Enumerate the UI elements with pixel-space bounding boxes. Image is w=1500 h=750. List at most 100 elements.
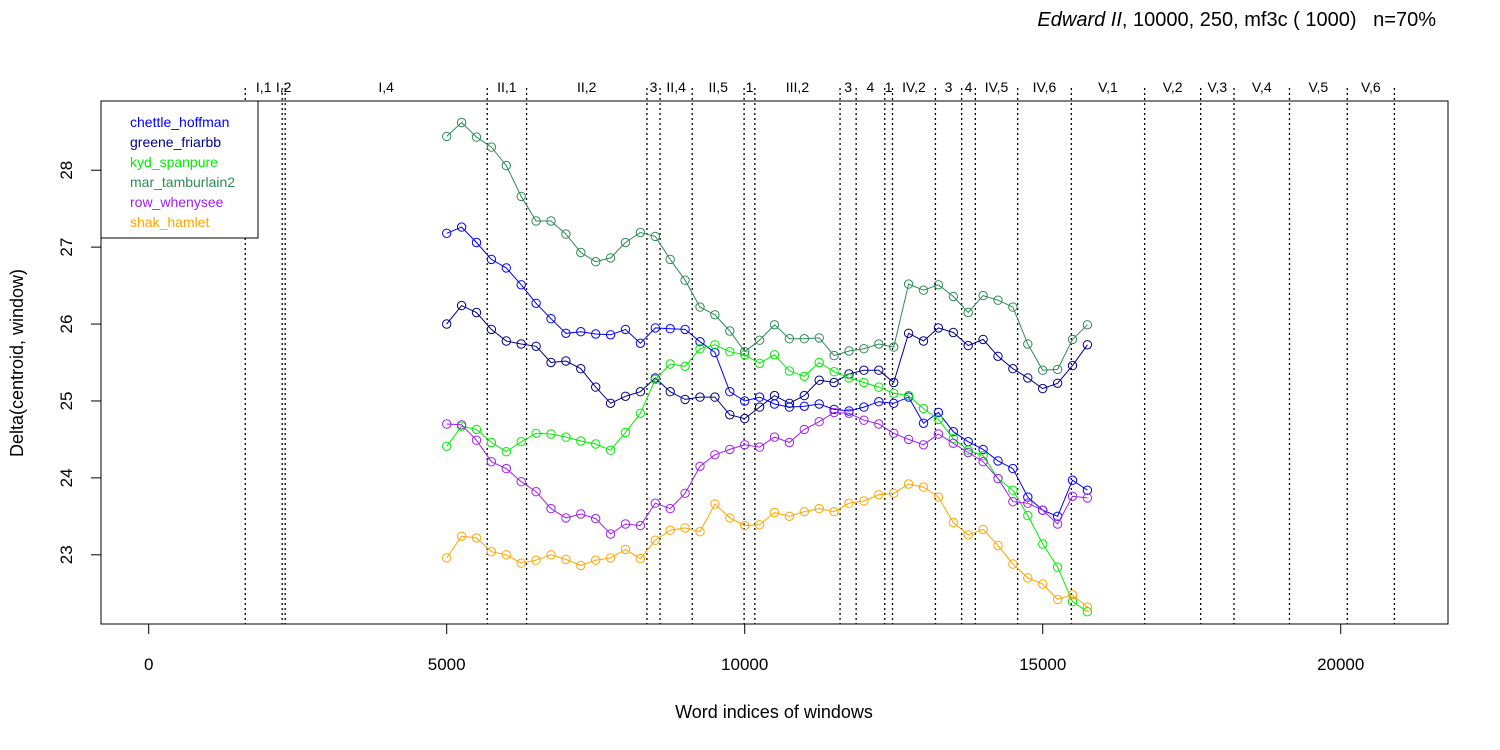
legend-entry: chettle_hoffman — [130, 114, 229, 130]
data-point — [486, 254, 497, 265]
data-point — [814, 503, 824, 514]
data-point — [963, 307, 973, 318]
data-point — [486, 437, 497, 448]
data-point — [635, 408, 646, 418]
y-tick-label: 24 — [57, 468, 76, 487]
data-point — [933, 323, 944, 333]
data-point — [933, 414, 944, 425]
data-point — [695, 337, 705, 347]
data-point — [620, 391, 631, 401]
data-point — [635, 520, 646, 531]
data-point — [814, 333, 824, 343]
data-point — [859, 365, 869, 375]
data-point — [889, 388, 899, 398]
scene-label: II,5 — [708, 79, 728, 95]
data-point — [933, 429, 944, 439]
y-axis-label: Delta(centroid, window) — [7, 269, 27, 457]
data-point — [1067, 334, 1078, 345]
data-point — [903, 479, 914, 489]
data-point — [769, 432, 780, 442]
chart-title-italic: Edward II — [1037, 9, 1122, 31]
data-point — [740, 350, 750, 360]
data-point — [844, 346, 854, 356]
data-point — [918, 482, 929, 492]
data-point — [561, 513, 571, 523]
data-point — [576, 436, 586, 446]
data-point — [695, 344, 705, 354]
data-point — [1052, 562, 1063, 572]
data-point — [933, 280, 944, 290]
data-point — [591, 257, 601, 267]
data-point — [1082, 485, 1093, 495]
data-point — [1082, 602, 1093, 612]
x-tick-label: 20000 — [1317, 655, 1364, 674]
data-point — [605, 253, 616, 263]
data-point — [948, 517, 958, 528]
data-point — [1038, 579, 1048, 589]
data-point — [933, 407, 944, 418]
series-line — [446, 411, 1088, 535]
data-point — [1052, 519, 1063, 529]
data-point — [710, 392, 720, 402]
data-point — [859, 402, 869, 412]
y-tick-label: 26 — [57, 315, 76, 334]
data-point — [754, 335, 765, 345]
data-point — [442, 553, 452, 563]
x-axis: 0 5000 10000 15000 20000 — [144, 624, 1364, 674]
data-point — [799, 401, 809, 411]
data-point — [963, 447, 973, 458]
data-point — [859, 415, 869, 425]
data-point — [1038, 505, 1048, 515]
data-point — [471, 533, 482, 543]
data-point — [620, 427, 631, 438]
data-point — [1023, 339, 1033, 349]
data-point — [814, 375, 824, 385]
data-point — [874, 490, 884, 500]
data-point — [695, 461, 705, 471]
data-point — [605, 553, 616, 563]
data-point — [1008, 497, 1018, 507]
scene-label: I,1 — [256, 79, 272, 95]
data-point — [516, 558, 526, 568]
x-tick-label: 5000 — [428, 655, 466, 674]
data-point — [769, 390, 780, 401]
data-point — [799, 424, 809, 435]
data-point — [874, 382, 884, 392]
data-point — [561, 229, 571, 239]
data-point — [576, 364, 586, 374]
data-point — [1082, 320, 1093, 330]
data-point — [1067, 491, 1078, 501]
data-point — [531, 298, 541, 308]
data-point — [740, 413, 750, 424]
data-point — [561, 328, 571, 338]
data-point — [516, 191, 526, 202]
data-point — [665, 359, 675, 369]
data-point — [963, 530, 973, 540]
data-point — [650, 374, 660, 385]
data-point — [784, 398, 795, 408]
data-point — [918, 418, 929, 428]
data-point — [471, 307, 482, 318]
data-point — [471, 237, 482, 248]
plot-area — [442, 117, 1093, 617]
data-point — [650, 535, 660, 545]
data-point — [680, 488, 690, 498]
data-point — [546, 216, 556, 226]
data-point — [725, 444, 735, 455]
data-point — [501, 160, 511, 171]
data-point — [710, 450, 720, 460]
data-point — [918, 285, 929, 295]
scene-label: II,1 — [497, 79, 517, 95]
scene-markers: I,1 I,2 I,4 II,1 II,2 3 II,4 II,5 1 III,2 3 4 1 IV,2 3… — [244, 79, 1396, 624]
y-tick-label: 27 — [57, 238, 76, 257]
data-point — [650, 498, 660, 508]
data-point — [1082, 340, 1093, 350]
data-point — [620, 324, 631, 335]
data-point — [576, 327, 586, 337]
data-point — [1067, 475, 1078, 485]
data-point — [918, 336, 929, 346]
data-point — [859, 344, 869, 354]
y-tick-label: 25 — [57, 391, 76, 410]
data-point — [978, 524, 988, 535]
scene-label: 3 — [844, 79, 852, 95]
